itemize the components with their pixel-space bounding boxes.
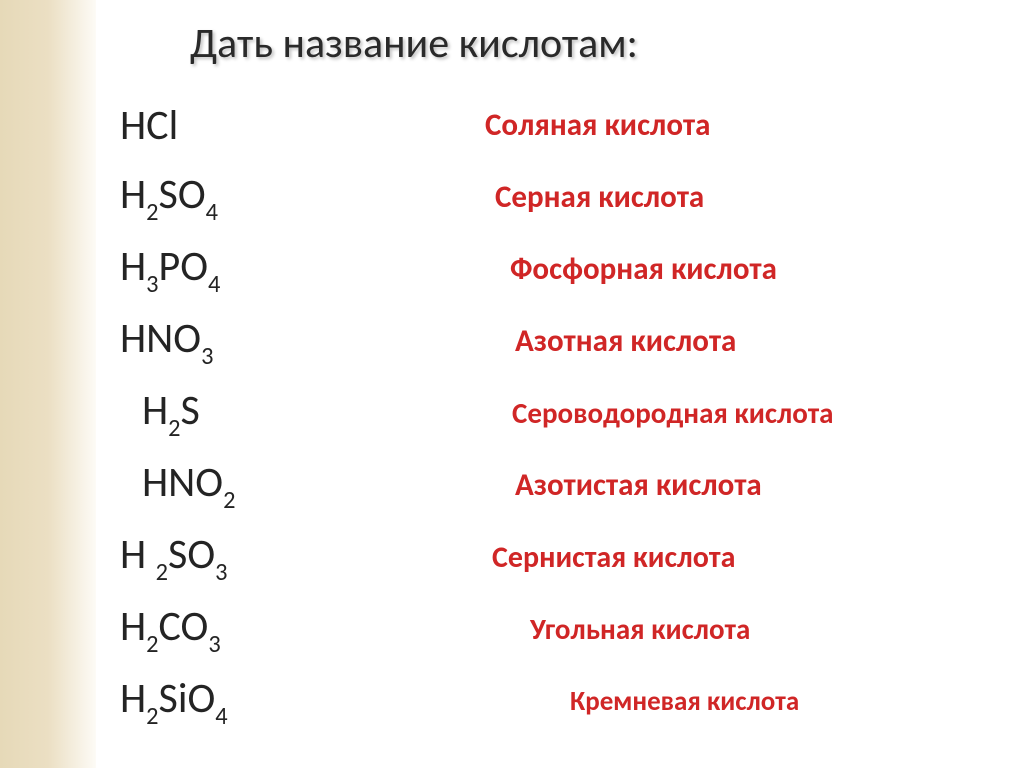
- subscript: 4: [206, 197, 218, 227]
- subscript: 4: [215, 701, 227, 731]
- subscript: 3: [208, 629, 220, 659]
- acid-name: Фосфорная кислота: [370, 250, 1024, 288]
- subscript: 3: [201, 341, 213, 371]
- subscript: 2: [146, 629, 158, 659]
- acid-row: HNO2Азотистая кислота: [120, 449, 1024, 521]
- acid-formula: H2CO3: [120, 601, 370, 656]
- subscript: 3: [146, 269, 158, 299]
- acid-rows: HClСоляная кислотаH2SO4Серная кислотаH3P…: [120, 89, 1024, 737]
- acid-formula: HNO2: [120, 457, 370, 512]
- acid-row: H2SO4Серная кислота: [120, 161, 1024, 233]
- acid-name: Сероводородная кислота: [370, 395, 1024, 431]
- acid-name: Азотная кислота: [370, 322, 1024, 360]
- acid-formula: HNO3: [120, 313, 370, 368]
- subscript: 2: [156, 557, 168, 587]
- acid-formula: H2S: [120, 385, 370, 440]
- acid-name: Серная кислота: [370, 178, 1024, 216]
- acid-row: H2CO3Угольная кислота: [120, 593, 1024, 665]
- subscript: 2: [146, 197, 158, 227]
- subscript: 4: [208, 269, 220, 299]
- acid-name: Азотистая кислота: [370, 466, 1024, 504]
- subscript: 2: [146, 701, 158, 731]
- acid-formula: H2SiO4: [120, 673, 370, 728]
- acid-row: HNO3Азотная кислота: [120, 305, 1024, 377]
- acid-row: H2SiO4Кремневая кислота: [120, 665, 1024, 737]
- subscript: 2: [168, 413, 180, 443]
- acid-formula: HCl: [120, 100, 370, 151]
- acid-row: H 2SO3Сернистая кислота: [120, 521, 1024, 593]
- acid-name: Угольная кислота: [370, 611, 1024, 647]
- subscript: 2: [223, 485, 235, 515]
- slide-content: Дать название кислотам: HClСоляная кисло…: [0, 0, 1024, 737]
- slide-title: Дать название кислотам:: [190, 18, 1024, 69]
- acid-row: HClСоляная кислота: [120, 89, 1024, 161]
- acid-name: Соляная кислота: [370, 106, 1024, 144]
- acid-row: H2SСероводородная кислота: [120, 377, 1024, 449]
- acid-formula: H 2SO3: [120, 529, 370, 584]
- acid-name: Сернистая кислота: [370, 539, 1024, 576]
- acid-row: H3PO4Фосфорная кислота: [120, 233, 1024, 305]
- acid-formula: H3PO4: [120, 241, 370, 296]
- acid-formula: H2SO4: [120, 169, 370, 224]
- subscript: 3: [215, 557, 227, 587]
- acid-name: Кремневая кислота: [370, 685, 1024, 718]
